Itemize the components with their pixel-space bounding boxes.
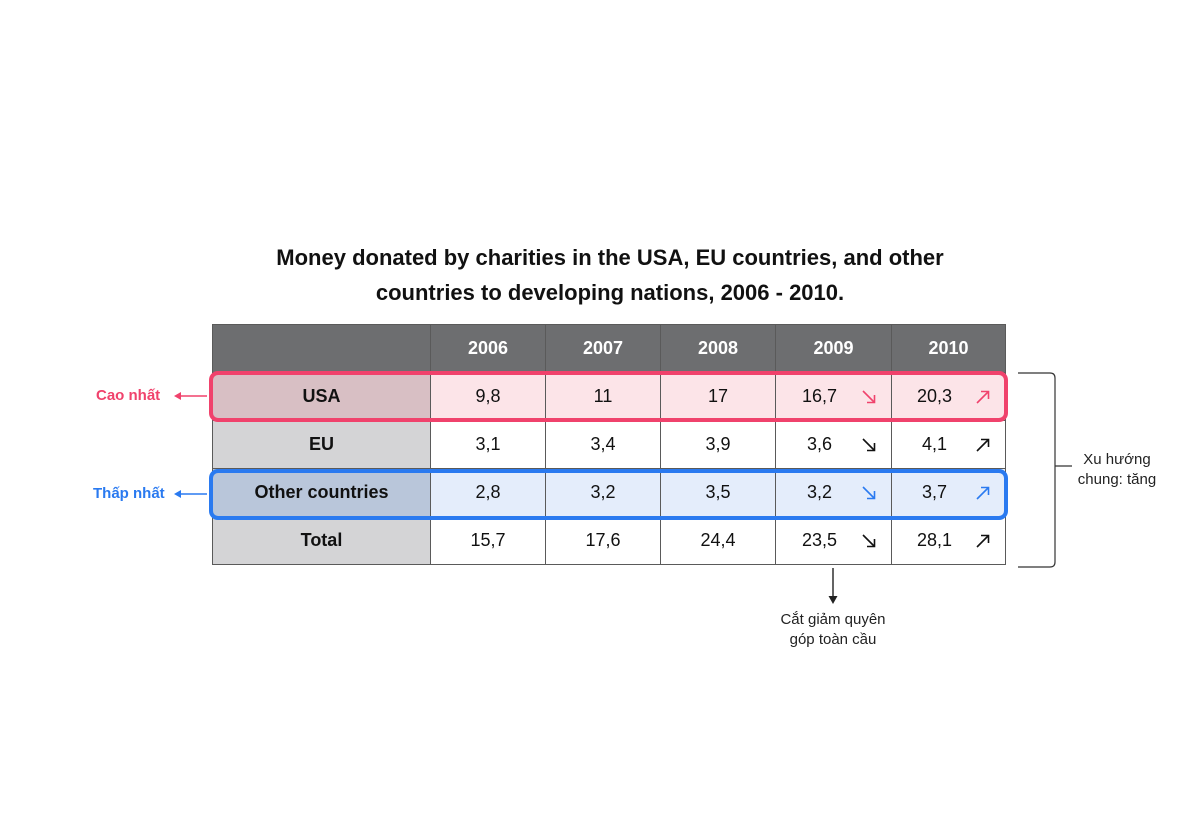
header-year-2009: 2009 xyxy=(775,324,892,373)
cell-other-2007: 3,2 xyxy=(545,468,661,517)
cell-eu-2009: 3,6 xyxy=(775,420,892,469)
value-eu-2010: 4,1 xyxy=(921,434,948,454)
row-label-usa: USA xyxy=(212,372,431,421)
value-total-2007: 17,6 xyxy=(585,530,621,550)
chart-title-line-1: Money donated by charities in the USA, E… xyxy=(276,245,944,270)
cell-usa-2008: 17 xyxy=(660,372,776,421)
value-other-2008: 3,5 xyxy=(705,482,731,502)
donations-table: 2006 2007 2008 2009 2010 USA 9,8 11 17 1… xyxy=(212,324,1006,565)
header-year-2007: 2007 xyxy=(545,324,661,373)
cell-total-2008: 24,4 xyxy=(660,516,776,565)
value-other-2006: 2,8 xyxy=(475,482,501,502)
chart-title: Money donated by charities in the USA, E… xyxy=(200,240,1020,310)
value-usa-2008: 17 xyxy=(707,386,729,406)
value-total-2009: 23,5 xyxy=(801,530,838,550)
cell-total-2010: 28,1 xyxy=(891,516,1006,565)
value-eu-2009: 3,6 xyxy=(806,434,833,454)
table-row-usa: USA 9,8 11 17 16,7 20,3 xyxy=(212,372,1006,421)
arrow-up-right-icon xyxy=(976,390,990,404)
cell-total-2009: 23,5 xyxy=(775,516,892,565)
arrow-down-icon xyxy=(828,568,838,604)
arrow-left-icon xyxy=(174,392,207,400)
row-label-total: Total xyxy=(212,516,431,565)
note-general-trend: Xu hướng chung: tăng xyxy=(1062,450,1172,490)
value-usa-2009: 16,7 xyxy=(801,386,838,406)
value-total-2008: 24,4 xyxy=(700,530,736,550)
arrow-up-right-icon xyxy=(976,486,990,500)
header-year-2010: 2010 xyxy=(891,324,1006,373)
cell-usa-2009: 16,7 xyxy=(775,372,892,421)
value-eu-2006: 3,1 xyxy=(475,434,501,454)
note-global-cut: Cắt giảm quyên góp toàn cầu xyxy=(758,610,908,650)
note-cut-line-2: góp toàn cầu xyxy=(789,631,877,648)
label-highest: Cao nhất xyxy=(96,387,161,404)
note-cut-line-1: Cắt giảm quyên xyxy=(780,611,886,628)
cell-usa-2007: 11 xyxy=(545,372,661,421)
chart-title-line-2: countries to developing nations, 2006 - … xyxy=(375,280,845,305)
cell-usa-2010: 20,3 xyxy=(891,372,1006,421)
arrow-up-right-icon xyxy=(976,534,990,548)
value-eu-2008: 3,9 xyxy=(705,434,731,454)
right-bracket xyxy=(1018,372,1056,568)
header-row: 2006 2007 2008 2009 2010 xyxy=(212,324,1006,373)
value-total-2006: 15,7 xyxy=(470,530,506,550)
value-other-2009: 3,2 xyxy=(806,482,833,502)
value-eu-2007: 3,4 xyxy=(590,434,616,454)
arrow-down-right-icon xyxy=(862,533,876,547)
value-usa-2010: 20,3 xyxy=(916,386,953,406)
value-usa-2006: 9,8 xyxy=(475,386,501,406)
header-corner xyxy=(212,324,431,373)
label-lowest: Thấp nhất xyxy=(93,485,165,502)
arrow-left-icon xyxy=(174,490,207,498)
value-usa-2007: 11 xyxy=(593,386,613,406)
table-row-total: Total 15,7 17,6 24,4 23,5 28,1 xyxy=(212,516,1006,565)
arrow-down-right-icon xyxy=(862,485,876,499)
header-year-2006: 2006 xyxy=(430,324,546,373)
note-trend-line-1: Xu hướng xyxy=(1083,451,1151,468)
value-total-2010: 28,1 xyxy=(916,530,953,550)
header-year-2008: 2008 xyxy=(660,324,776,373)
cell-eu-2010: 4,1 xyxy=(891,420,1006,469)
value-other-2007: 3,2 xyxy=(590,482,616,502)
cell-usa-2006: 9,8 xyxy=(430,372,546,421)
note-trend-line-2: chung: tăng xyxy=(1077,471,1157,488)
arrow-down-right-icon xyxy=(862,437,876,451)
arrow-up-right-icon xyxy=(976,438,990,452)
arrow-down-right-icon xyxy=(862,389,876,403)
value-other-2010: 3,7 xyxy=(921,482,948,502)
cell-total-2006: 15,7 xyxy=(430,516,546,565)
